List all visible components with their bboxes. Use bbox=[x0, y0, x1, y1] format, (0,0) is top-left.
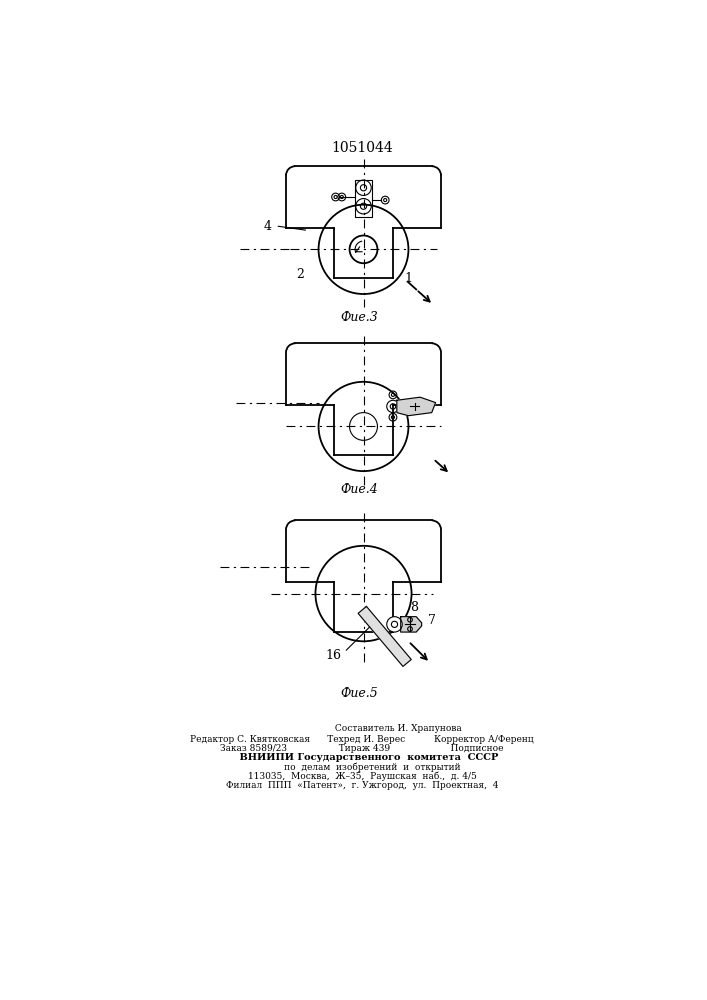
Text: 7: 7 bbox=[428, 614, 436, 627]
Text: 1051044: 1051044 bbox=[331, 141, 393, 155]
Circle shape bbox=[387, 617, 402, 632]
Text: 8: 8 bbox=[410, 601, 418, 614]
Bar bbox=[355, 180, 372, 217]
Polygon shape bbox=[358, 606, 411, 666]
Text: 113035,  Москва,  Ж–35,  Раушская  наб.,  д. 4/5: 113035, Москва, Ж–35, Раушская наб., д. … bbox=[247, 771, 477, 781]
Text: 16: 16 bbox=[325, 649, 341, 662]
Text: 4: 4 bbox=[264, 220, 272, 233]
Polygon shape bbox=[397, 397, 436, 416]
Text: Составитель И. Храпунова: Составитель И. Храпунова bbox=[262, 724, 462, 733]
Text: Филиал  ППП  «Патент»,  г. Ужгород,  ул.  Проектная,  4: Филиал ППП «Патент», г. Ужгород, ул. Про… bbox=[226, 781, 498, 790]
Text: ВНИИПИ Государственного  комитета  СССР: ВНИИПИ Государственного комитета СССР bbox=[226, 753, 498, 762]
Text: 2: 2 bbox=[296, 267, 304, 280]
Text: Фие.3: Фие.3 bbox=[341, 311, 378, 324]
Text: 1: 1 bbox=[404, 272, 412, 285]
Text: Заказ 8589/23                  Тираж 439                     Подписное: Заказ 8589/23 Тираж 439 Подписное bbox=[220, 744, 503, 753]
Polygon shape bbox=[401, 617, 421, 632]
Text: Фие.4: Фие.4 bbox=[341, 483, 378, 496]
Text: по  делам  изобретений  и  открытий: по делам изобретений и открытий bbox=[264, 762, 460, 772]
Text: Фие.5: Фие.5 bbox=[341, 687, 378, 700]
Text: Редактор С. Квятковская      Техред И. Верес          Корректор А/Ференц: Редактор С. Квятковская Техред И. Верес … bbox=[190, 735, 534, 744]
Circle shape bbox=[387, 400, 399, 413]
